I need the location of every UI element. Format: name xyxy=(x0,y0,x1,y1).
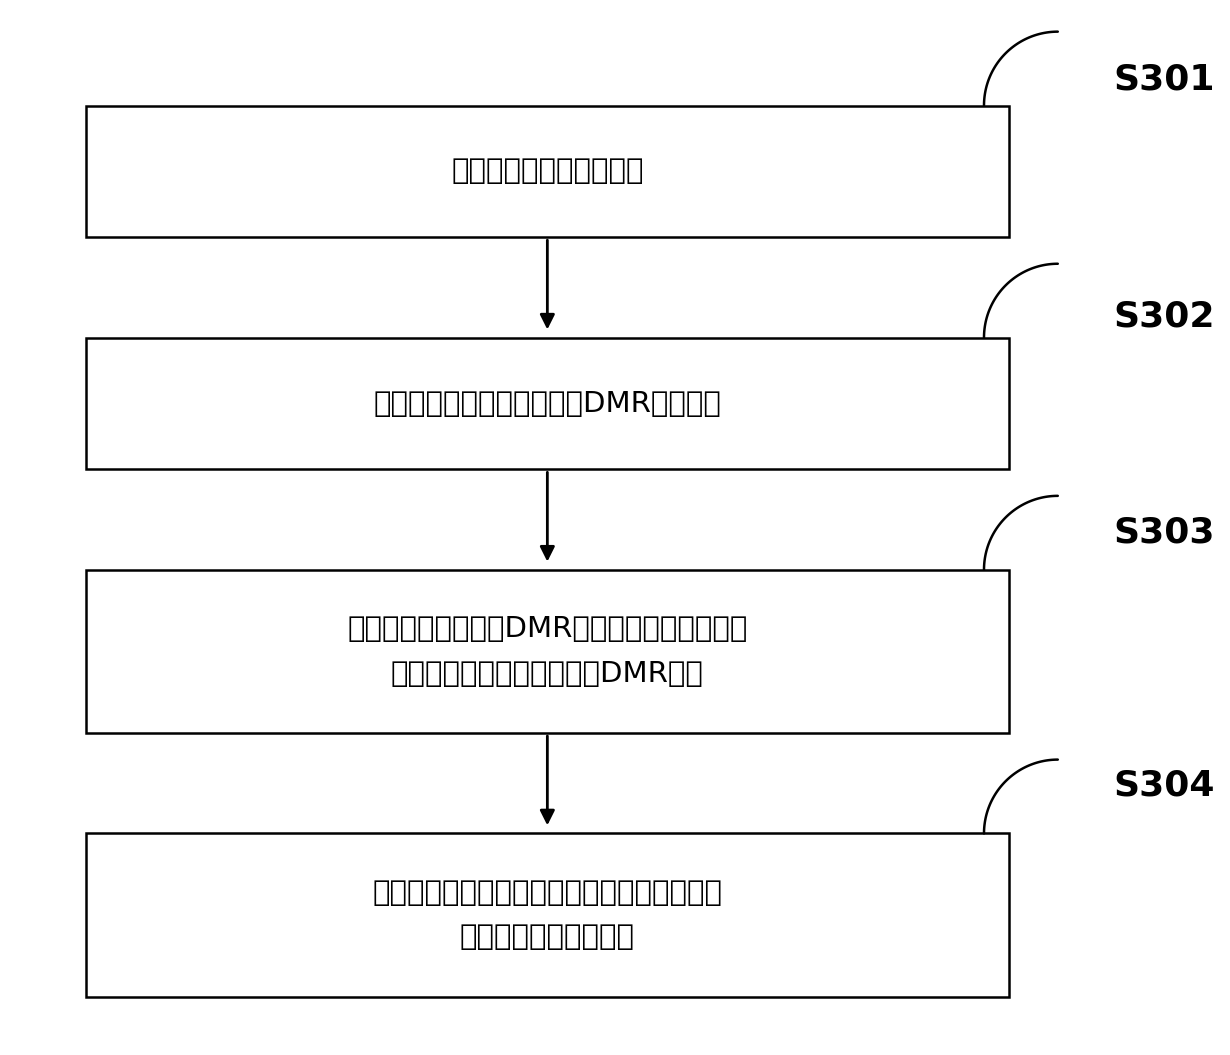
FancyBboxPatch shape xyxy=(86,833,1009,997)
FancyBboxPatch shape xyxy=(86,106,1009,237)
FancyBboxPatch shape xyxy=(86,570,1009,733)
Text: 判断当前通信模式是否处于DMR通信模式: 判断当前通信模式是否处于DMR通信模式 xyxy=(374,389,721,418)
Text: 模式存储于通信记录中: 模式存储于通信记录中 xyxy=(460,923,635,952)
Text: 若当前通信模式处于DMR通信模式，发送所述数: 若当前通信模式处于DMR通信模式，发送所述数 xyxy=(347,615,748,644)
Text: S303: S303 xyxy=(1113,516,1215,550)
Text: S302: S302 xyxy=(1113,300,1215,333)
Text: S301: S301 xyxy=(1113,62,1215,96)
Text: 将所述数据信息及发送所述数据信息时的通信: 将所述数据信息及发送所述数据信息时的通信 xyxy=(373,879,722,907)
Text: 接收数据信息的发送指令: 接收数据信息的发送指令 xyxy=(451,157,643,186)
Text: 据信息到与所述终端绑定的DMR装置: 据信息到与所述终端绑定的DMR装置 xyxy=(391,659,704,688)
Text: S304: S304 xyxy=(1113,769,1215,803)
FancyBboxPatch shape xyxy=(86,338,1009,469)
